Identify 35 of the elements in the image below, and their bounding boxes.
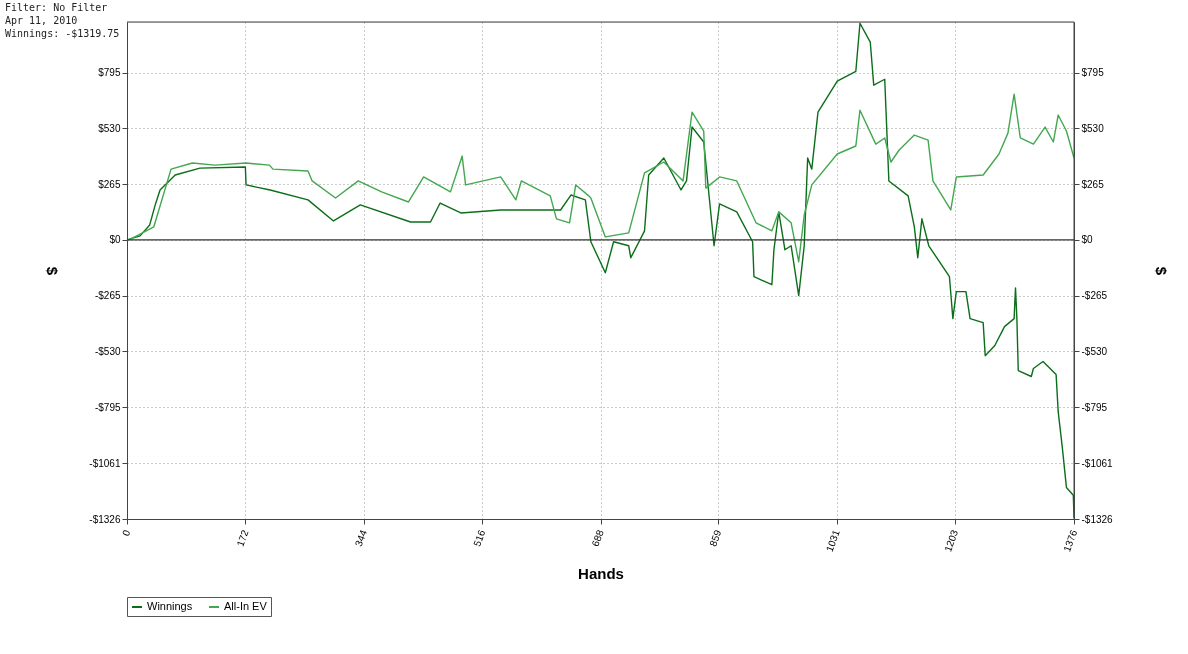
y-tick-label: $0 <box>109 234 121 246</box>
x-tick-label: 859 <box>707 528 724 548</box>
legend-label: Winnings <box>147 600 193 612</box>
x-tick-label: 1031 <box>823 528 842 554</box>
y2-tick-label: $530 <box>1081 122 1105 134</box>
y-tick-label: $530 <box>98 122 121 134</box>
y-tick-label: -$1061 <box>89 457 121 469</box>
y2-tick-label: -$265 <box>1081 290 1108 302</box>
y2-tick-label: -$1061 <box>1081 457 1114 469</box>
y2-tick-label: $795 <box>1081 67 1105 79</box>
text: Filter: No Filter <box>5 2 108 13</box>
y-tick-label: -$265 <box>94 290 121 302</box>
x-axis-title: Hands <box>578 565 624 583</box>
x-tick-label: 1203 <box>942 528 961 554</box>
y-tick-label: -$795 <box>94 401 121 413</box>
y2-tick-label: $265 <box>1081 178 1105 190</box>
y-tick-label: $265 <box>98 178 121 190</box>
y2-tick-label: -$530 <box>1081 345 1108 357</box>
y2-tick-label: -$1326 <box>1081 513 1114 525</box>
y-tick-label: -$1326 <box>89 513 121 525</box>
text: Winnings: -$1319.75 <box>5 28 120 39</box>
y2-axis-title: $ <box>1152 266 1170 276</box>
y2-tick-label: -$795 <box>1081 401 1108 413</box>
y-axis-title: $ <box>44 266 62 276</box>
y-tick-label: -$530 <box>94 345 121 357</box>
x-tick-label: 516 <box>471 528 488 548</box>
x-tick-label: 0 <box>119 528 133 538</box>
x-tick-label: 688 <box>589 528 606 548</box>
legend-label: All-In EV <box>224 600 268 612</box>
x-tick-label: 344 <box>352 528 370 548</box>
y-tick-label: $795 <box>98 67 121 79</box>
y2-tick-label: $0 <box>1081 234 1094 246</box>
x-tick-label: 1376 <box>1061 528 1080 554</box>
x-tick-label: 172 <box>234 528 251 548</box>
text: Apr 11, 2010 <box>5 15 78 26</box>
